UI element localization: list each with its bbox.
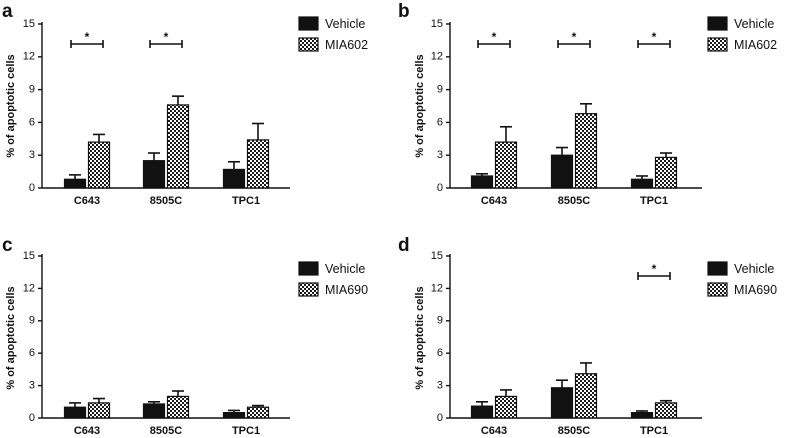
bar-mia690-c643 <box>494 395 518 419</box>
bar-vehicle-tpc1 <box>630 412 654 419</box>
bar-mia602-tpc1 <box>654 156 678 189</box>
bar-vehicle-8505c <box>142 160 166 189</box>
bar-vehicle-8505c <box>550 387 574 419</box>
bar-vehicle-8505c <box>550 154 574 189</box>
y-tick-label: 0 <box>437 182 443 194</box>
x-tick-label: C643 <box>74 195 100 207</box>
y-tick-label: 3 <box>29 149 35 161</box>
legend-label-mia602: MIA602 <box>325 38 368 52</box>
y-tick-label: 6 <box>437 347 443 359</box>
x-tick-label: TPC1 <box>232 195 260 207</box>
x-tick-label: 8505C <box>150 425 182 437</box>
x-tick-label: 8505C <box>558 425 590 437</box>
bar-vehicle-8505c <box>142 403 166 419</box>
legend-swatch-vehicle <box>707 16 728 31</box>
x-tick-label: C643 <box>74 425 100 437</box>
x-tick-label: C643 <box>481 195 507 207</box>
bar-mia690-c643 <box>87 402 111 419</box>
bar-mia602-c643 <box>87 141 111 189</box>
significance-star: * <box>652 262 657 276</box>
y-tick-label: 3 <box>437 149 443 161</box>
legend-swatch-vehicle <box>298 261 319 276</box>
bar-mia690-8505c <box>166 395 190 419</box>
y-tick-label: 15 <box>431 18 443 30</box>
legend-swatch-vehicle <box>298 16 319 31</box>
x-tick-label: TPC1 <box>640 195 668 207</box>
y-tick-label: 15 <box>23 250 35 262</box>
x-tick-label: 8505C <box>150 195 182 207</box>
x-tick-label: C643 <box>481 425 507 437</box>
bar-mia602-tpc1 <box>246 139 270 189</box>
y-tick-label: 9 <box>29 84 35 96</box>
y-axis-label: % of apoptotic cells <box>5 286 17 389</box>
bar-vehicle-c643 <box>63 178 87 189</box>
x-tick-label: 8505C <box>558 195 590 207</box>
legend-label-mia690: MIA690 <box>734 283 777 297</box>
y-axis-label: % of apoptotic cells <box>5 54 17 157</box>
y-tick-label: 6 <box>437 116 443 128</box>
legend-label-mia690: MIA690 <box>325 283 368 297</box>
y-tick-label: 9 <box>437 315 443 327</box>
bar-mia690-8505c <box>574 373 598 419</box>
bar-mia602-c643 <box>494 141 518 189</box>
y-tick-label: 12 <box>23 51 35 63</box>
legend-label-vehicle: Vehicle <box>325 17 365 31</box>
legend-label-vehicle: Vehicle <box>734 17 774 31</box>
y-tick-label: 9 <box>437 84 443 96</box>
y-tick-label: 0 <box>437 412 443 424</box>
y-tick-label: 0 <box>29 182 35 194</box>
panel-c: c % of apoptotic cells 0 3 6 9 12 15 C643 8505C TP… <box>2 235 368 437</box>
y-tick-label: 6 <box>29 347 35 359</box>
bar-mia690-tpc1 <box>654 402 678 419</box>
y-tick-label: 12 <box>23 282 35 294</box>
bar-vehicle-tpc1 <box>222 168 246 189</box>
legend-swatch-mia602 <box>707 37 728 52</box>
y-tick-label: 3 <box>29 380 35 392</box>
legend-swatch-mia602 <box>298 37 319 52</box>
y-axis-label: % of apoptotic cells <box>414 286 426 389</box>
panel-letter: a <box>2 1 13 22</box>
panel-letter: b <box>398 1 410 22</box>
x-tick-label: TPC1 <box>232 425 260 437</box>
bar-vehicle-c643 <box>63 406 87 419</box>
significance-star: * <box>492 30 497 44</box>
bar-vehicle-tpc1 <box>630 178 654 189</box>
bar-vehicle-tpc1 <box>222 412 246 419</box>
x-tick-label: TPC1 <box>640 425 668 437</box>
legend-label-mia602: MIA602 <box>734 38 777 52</box>
y-tick-label: 9 <box>29 315 35 327</box>
legend-swatch-mia690 <box>298 282 319 297</box>
panel-letter: d <box>398 235 410 256</box>
panel-d: d % of apoptotic cells 0 3 6 9 12 15 C643 8505C TP… <box>398 235 777 437</box>
panel-letter: c <box>2 235 13 256</box>
y-axis-label: % of apoptotic cells <box>414 54 426 157</box>
significance-star: * <box>652 30 657 44</box>
significance-star: * <box>164 30 169 44</box>
panel-b: b % of apoptotic cells 0 3 6 9 12 15 C643 8505C TP… <box>398 1 777 207</box>
y-tick-label: 3 <box>437 380 443 392</box>
bar-mia690-tpc1 <box>246 406 270 419</box>
y-tick-label: 0 <box>29 412 35 424</box>
panel-a: a % of apoptotic cells 0 3 6 9 12 15 C643 8505C TP… <box>2 1 368 207</box>
significance-star: * <box>85 30 90 44</box>
bar-vehicle-c643 <box>470 405 494 419</box>
y-tick-label: 15 <box>431 250 443 262</box>
bar-vehicle-c643 <box>470 175 494 189</box>
legend-swatch-mia690 <box>707 282 728 297</box>
y-tick-label: 12 <box>431 282 443 294</box>
y-tick-label: 6 <box>29 116 35 128</box>
significance-star: * <box>572 30 577 44</box>
legend-label-vehicle: Vehicle <box>734 262 774 276</box>
y-tick-label: 15 <box>23 18 35 30</box>
legend-swatch-vehicle <box>707 261 728 276</box>
bar-mia602-8505c <box>574 113 598 189</box>
bar-mia602-8505c <box>166 104 190 189</box>
legend-label-vehicle: Vehicle <box>325 262 365 276</box>
y-tick-label: 12 <box>431 51 443 63</box>
